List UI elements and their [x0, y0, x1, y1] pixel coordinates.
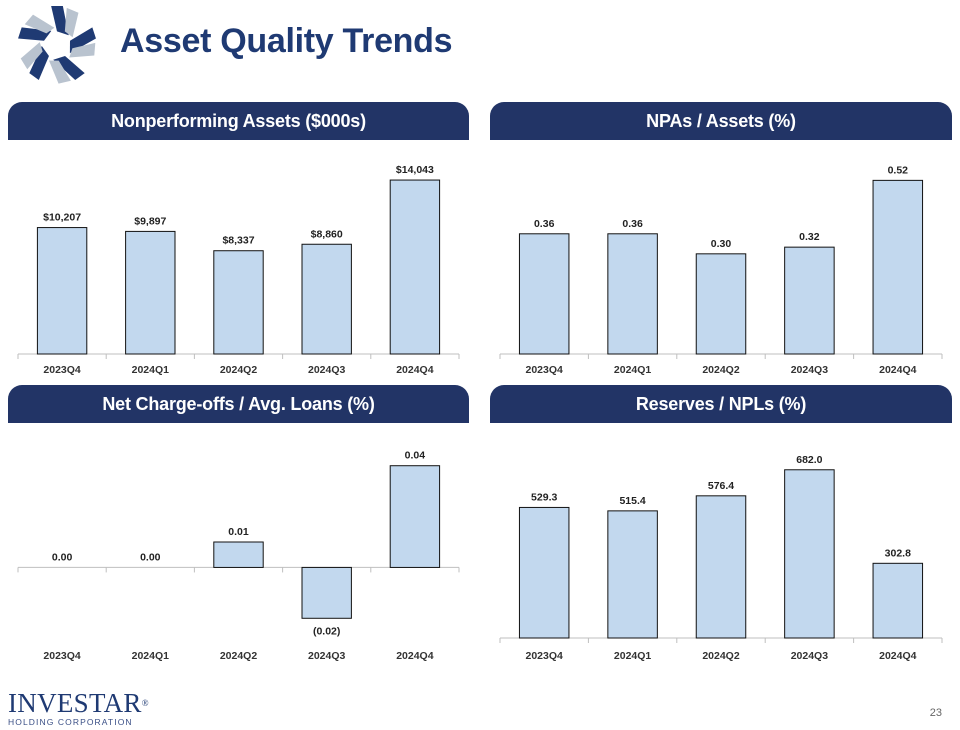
- x-tick-label: 2024Q3: [791, 650, 829, 662]
- x-tick-label: 2024Q1: [614, 364, 652, 376]
- footer-logo: INVESTAR® HOLDING CORPORATION: [8, 688, 149, 728]
- x-tick-label: 2023Q4: [43, 364, 81, 376]
- bar-2024q2: [213, 541, 264, 568]
- chart-header-nonperforming-assets: Nonperforming Assets ($000s): [8, 102, 469, 140]
- data-label: 302.8: [885, 547, 911, 559]
- data-label: $8,337: [222, 235, 254, 247]
- bar-2024q3: [301, 243, 352, 355]
- data-label: 0.00: [140, 551, 161, 563]
- chart-header-net-charge-offs: Net Charge-offs / Avg. Loans (%): [8, 385, 469, 423]
- data-label: $10,207: [43, 212, 81, 224]
- bar-2023q4: [518, 506, 570, 639]
- x-tick-label: 2024Q4: [396, 364, 434, 376]
- data-label: 682.0: [796, 454, 822, 466]
- bar-2024q4: [872, 562, 924, 639]
- brand-tagline: HOLDING CORPORATION: [8, 717, 133, 727]
- bar-2024q3: [784, 246, 835, 355]
- x-tick-label: 2024Q1: [132, 364, 170, 376]
- bar-2024q4: [389, 465, 441, 568]
- x-tick-label: 2024Q2: [220, 650, 258, 662]
- chart-npas-assets: 0.36 2023Q4 0.36 2024Q1 0.30 2024Q2 0.32 2024Q3…: [499, 164, 943, 376]
- page-number: 23: [929, 707, 942, 719]
- brand-wordmark: INVESTAR®: [8, 688, 149, 718]
- data-label: $14,043: [396, 164, 434, 176]
- bar-2023q4: [36, 227, 88, 355]
- data-label: 576.4: [708, 480, 734, 492]
- chart-nonperforming-assets: $10,207 2023Q4 $9,897 2024Q1 $8,337 2024Q2 $8,…: [17, 164, 460, 376]
- bar-2024q1: [607, 510, 658, 639]
- bar-2024q1: [607, 233, 658, 355]
- data-label: 0.52: [888, 164, 909, 176]
- data-label: 0.04: [405, 450, 426, 462]
- bar-2024q2: [695, 253, 747, 355]
- bar-2024q2: [695, 495, 747, 639]
- bar-2024q2: [213, 250, 264, 355]
- bar-2024q4: [872, 179, 924, 355]
- bar-2024q1: [125, 230, 176, 355]
- x-tick-label: 2023Q4: [43, 650, 81, 662]
- x-tick-label: 2024Q1: [614, 650, 652, 662]
- data-label: 515.4: [619, 495, 645, 507]
- chart-reserves-npls: 529.3 2023Q4 515.4 2024Q1 576.4 2024Q2 682.0 20…: [499, 454, 943, 662]
- page-title: Asset Quality Trends: [120, 22, 453, 60]
- data-label: 0.36: [534, 218, 555, 230]
- data-label: 0.36: [622, 218, 643, 230]
- company-logo-icon: [18, 5, 96, 84]
- chart-header-npas-assets: NPAs / Assets (%): [490, 102, 952, 140]
- data-label: (0.02): [313, 625, 340, 637]
- data-label: $8,860: [311, 228, 343, 240]
- x-tick-label: 2024Q3: [308, 650, 346, 662]
- data-label: 0.30: [711, 238, 732, 250]
- chart-header-reserves-npls: Reserves / NPLs (%): [490, 385, 952, 423]
- chart-net-charge-offs: 0.00 2023Q4 0.00 2024Q1 0.01 2024Q2 (0.02) 2024…: [17, 450, 460, 662]
- bar-2024q4: [389, 179, 441, 355]
- x-tick-label: 2024Q4: [396, 650, 434, 662]
- x-tick-label: 2024Q2: [702, 650, 740, 662]
- data-label: 0.32: [799, 231, 820, 243]
- bar-2024q3: [784, 469, 835, 639]
- x-tick-label: 2024Q2: [220, 364, 258, 376]
- x-tick-label: 2024Q1: [132, 650, 170, 662]
- data-label: 0.00: [52, 551, 73, 563]
- data-label: $9,897: [134, 215, 166, 227]
- x-tick-label: 2024Q4: [879, 650, 917, 662]
- x-tick-label: 2024Q4: [879, 364, 917, 376]
- x-tick-label: 2024Q3: [308, 364, 346, 376]
- data-label: 529.3: [531, 491, 557, 503]
- bar-2024q3: [301, 566, 352, 619]
- x-tick-label: 2024Q3: [791, 364, 829, 376]
- x-tick-label: 2024Q2: [702, 364, 740, 376]
- x-tick-label: 2023Q4: [526, 650, 564, 662]
- data-label: 0.01: [228, 526, 249, 538]
- x-tick-label: 2023Q4: [526, 364, 564, 376]
- bar-2023q4: [518, 233, 570, 355]
